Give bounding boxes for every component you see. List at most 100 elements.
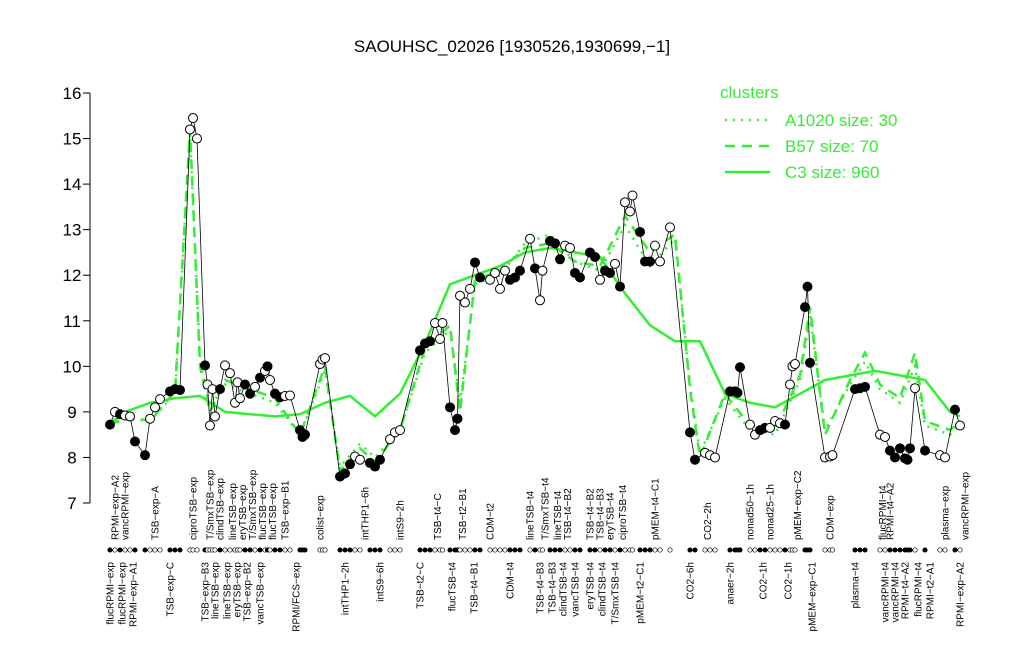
sample-dot — [457, 547, 463, 553]
point — [605, 267, 615, 278]
sample-dot — [692, 547, 698, 553]
sample-label: vancRPMI−exp — [961, 471, 972, 540]
point — [765, 422, 775, 433]
sample-dot — [607, 547, 613, 553]
sample-label: RPMI/FCS−exp — [292, 562, 303, 632]
sample-label: vancTSB−exp — [256, 562, 267, 625]
sample-label: CDM−exp — [826, 495, 837, 540]
sample-dot — [957, 547, 963, 553]
sample-dot — [472, 547, 478, 553]
sample-label: anaer−2h — [726, 562, 737, 605]
sample-dot — [302, 547, 308, 553]
sample-dot — [712, 547, 718, 553]
sample-dot — [547, 547, 553, 553]
y-tick-label: 9 — [67, 403, 76, 422]
point — [465, 283, 475, 294]
sample-dot — [507, 547, 513, 553]
sample-label: CO2−6h — [686, 562, 697, 600]
sample-dot — [247, 547, 253, 553]
legend-label: C3 size: 960 — [785, 163, 880, 182]
sample-dot — [352, 547, 358, 553]
sample-dot — [512, 547, 518, 553]
sample-dot — [862, 547, 868, 553]
sample-dot — [152, 547, 158, 553]
point — [890, 452, 900, 463]
sample-dot — [572, 547, 578, 553]
point — [235, 393, 245, 404]
point — [155, 394, 165, 405]
y-tick-label: 15 — [63, 130, 82, 149]
sample-dot — [252, 547, 258, 553]
chart-title: SAOUHSC_02026 [1930526,1930699,−1] — [354, 37, 670, 56]
sample-dot — [687, 547, 693, 553]
cluster-line — [109, 246, 961, 425]
point — [555, 254, 565, 265]
sample-label: ciproTSB−t4 — [618, 484, 629, 540]
sample-label: clindTSB−exp — [216, 478, 227, 540]
point — [105, 419, 115, 430]
sample-dot — [782, 547, 788, 553]
sample-label: vancRPMI−t4 — [881, 562, 892, 623]
sample-dot — [502, 547, 508, 553]
point — [650, 240, 660, 251]
point — [205, 420, 215, 431]
sample-dot — [372, 547, 378, 553]
point — [385, 434, 395, 445]
y-tick-label: 13 — [63, 221, 82, 240]
point — [827, 450, 838, 461]
sample-dot — [337, 547, 343, 553]
sample-label: vancRPMI−t4 — [891, 562, 902, 623]
point — [215, 384, 225, 395]
sample-label: TSB−exp−B3 — [201, 562, 212, 622]
point — [627, 190, 638, 201]
point — [265, 375, 275, 385]
point — [940, 452, 950, 463]
sample-dot — [172, 547, 178, 553]
point — [452, 413, 463, 424]
sample-dot — [439, 547, 446, 553]
point — [610, 258, 620, 269]
sample-label: flucTSB−t4 — [448, 562, 459, 612]
sample-dot — [852, 547, 858, 553]
sample-dot — [907, 547, 913, 553]
point — [645, 256, 655, 267]
point — [425, 336, 435, 347]
sample-dot — [477, 547, 483, 553]
point — [625, 206, 635, 217]
sample-dot — [117, 547, 123, 553]
sample-dot — [937, 547, 943, 553]
sample-dot — [357, 547, 363, 553]
point — [445, 402, 455, 413]
sample-dot — [212, 547, 218, 553]
y-tick-label: 11 — [63, 312, 81, 331]
sample-dot — [757, 547, 763, 553]
sample-dot — [897, 547, 903, 553]
sample-dot — [942, 547, 948, 553]
sample-dot — [127, 547, 133, 553]
sample-label: flucRPMI−exp — [106, 562, 117, 625]
sample-label: TSB−t4−B2 — [563, 488, 574, 540]
point — [140, 450, 150, 461]
point — [902, 454, 913, 465]
sample-dot — [562, 547, 568, 553]
legend-label: A1020 size: 30 — [785, 111, 897, 130]
sample-label: TSB−t4−B2 — [586, 488, 597, 540]
sample-label: intS9−2h — [396, 500, 407, 540]
point — [950, 404, 960, 415]
point — [437, 318, 448, 329]
sample-dot — [892, 547, 898, 553]
y-tick-label: 7 — [67, 494, 76, 513]
sample-label: eryTSB−exp — [238, 484, 249, 540]
sample-dot — [397, 547, 403, 553]
point — [320, 353, 330, 364]
point — [615, 281, 625, 292]
sample-label: CDM−t4 — [506, 562, 517, 599]
point — [955, 420, 965, 431]
sample-label: pMEM−exp−C1 — [808, 562, 819, 632]
sample-dot — [487, 547, 493, 553]
sample-label: T/SmxTSB−t4 — [611, 562, 622, 625]
sample-dot — [492, 547, 498, 553]
point — [920, 445, 930, 456]
sample-dot — [629, 547, 636, 553]
sample-dot — [532, 547, 538, 553]
